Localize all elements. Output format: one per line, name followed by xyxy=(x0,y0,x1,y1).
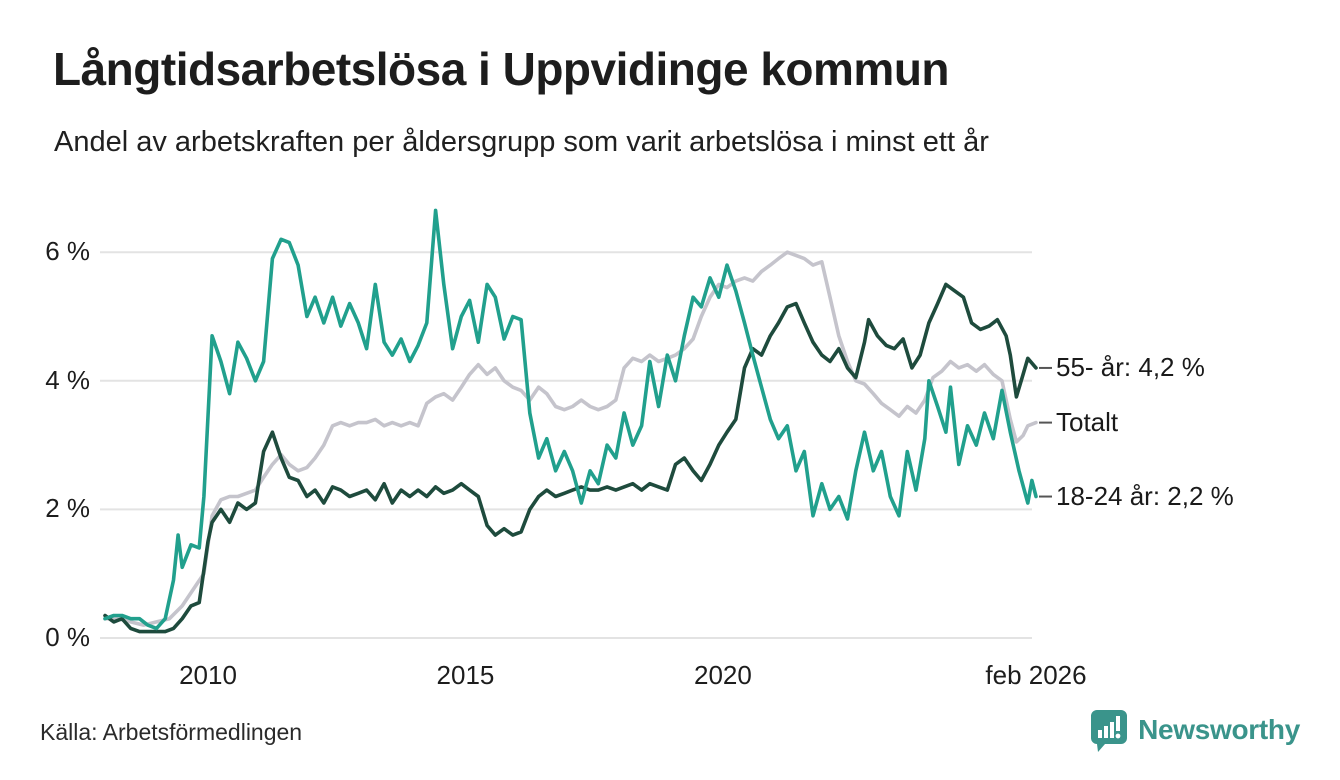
x-axis-tick-label: feb 2026 xyxy=(985,660,1087,690)
brand-logo: Newsworthy xyxy=(1089,708,1300,752)
series-line-totalt xyxy=(103,250,1038,627)
y-axis-tick-label: 6 % xyxy=(45,236,90,267)
x-axis-tick-label: 2010 xyxy=(179,660,237,690)
series-line-18-24-r xyxy=(103,208,1038,631)
brand-name: Newsworthy xyxy=(1138,714,1300,745)
chart-subtitle: Andel av arbetskraften per åldersgrupp s… xyxy=(54,126,989,158)
x-axis-tick-label: 2020 xyxy=(693,660,752,690)
series-end-label-55-r: 55- år: 4,2 % xyxy=(1056,351,1205,382)
source-note: Källa: Arbetsförmedlingen xyxy=(40,719,303,745)
y-axis-tick-label: 2 % xyxy=(45,493,90,524)
y-axis-tick-label: 4 % xyxy=(45,364,90,395)
x-axis-tick-label: 2015 xyxy=(436,660,495,690)
series-end-label-18-24-r: 18-24 år: 2,2 % xyxy=(1056,480,1234,511)
series-line-55-r xyxy=(103,282,1038,634)
newsworthy-logo-icon xyxy=(1089,708,1129,752)
series-end-label-totalt: Totalt xyxy=(1056,406,1119,437)
page-title: Långtidsarbetslösa i Uppvidinge kommun xyxy=(53,43,950,95)
y-axis-tick-label: 0 % xyxy=(45,622,90,652)
